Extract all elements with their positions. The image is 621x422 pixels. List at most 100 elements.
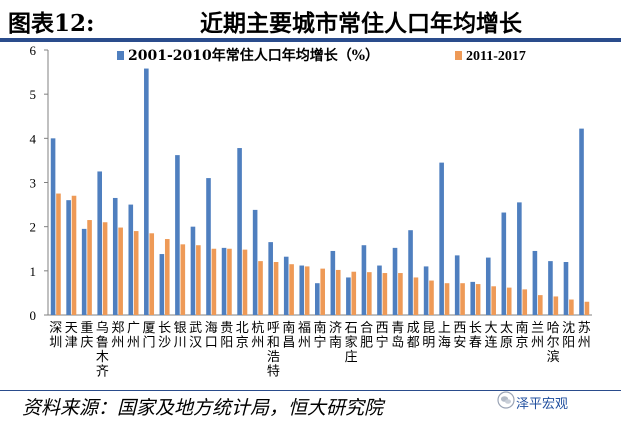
bar-2011-2017 [289,264,294,315]
legend-swatch-2011-2017 [455,51,462,60]
y-tick-label: 6 [30,43,37,58]
bar-2011-2017 [211,248,217,315]
y-tick-label: 0 [30,308,37,323]
bar-2011-2017 [475,284,481,315]
x-tick-label: 乌鲁木齐 [96,320,109,380]
bar-2001-2010 [50,138,56,315]
bar-2011-2017 [522,289,528,315]
bar-2001-2010 [66,200,71,315]
bar-2011-2017 [444,283,450,315]
bar-2011-2017 [335,269,341,315]
x-tick-label: 南昌 [282,320,295,351]
bar-2011-2017 [398,273,403,315]
x-tick-label: 苏州 [578,320,591,351]
bar-2001-2010 [377,265,382,315]
x-tick-label: 长春 [469,321,482,351]
bar-2011-2017 [553,296,559,315]
bar-2001-2010 [485,257,491,315]
bar-2011-2017 [569,299,574,315]
bar-2001-2010 [252,209,258,315]
bar-2011-2017 [429,280,434,315]
bar-2011-2017 [491,286,496,315]
x-tick-label: 重庆 [80,320,93,351]
bar-2001-2010 [392,247,398,315]
bar-2011-2017 [258,261,263,315]
watermark-text: 泽平宏观 [516,397,569,412]
bar-2001-2010 [299,265,305,315]
x-tick-label: 西宁 [376,321,389,351]
x-tick-label: 广州 [127,321,140,351]
bar-2011-2017 [118,227,123,315]
figure-label: 图表12: [8,10,95,37]
x-tick-label: 哈尔滨 [547,321,560,365]
x-tick-label: 青岛 [391,321,404,351]
bar-2011-2017 [584,301,590,315]
bar-2011-2017 [133,231,139,315]
y-tick-label: 3 [30,176,37,191]
figure-header: 图表12: 近期主要城市常住人口年均增长 [0,0,621,38]
x-tick-label: 海口 [205,321,218,351]
x-tick-label: 南宁 [313,320,326,351]
bar-2001-2010 [159,254,165,315]
bar-2001-2010 [237,148,242,315]
bar-2011-2017 [304,266,310,315]
bar-2011-2017 [164,239,170,315]
bar-2001-2010 [97,171,102,315]
x-tick-label: 兰州 [531,321,544,351]
bar-2011-2017 [367,272,372,315]
y-tick-label: 5 [30,87,37,102]
x-tick-label: 呼和浩特 [267,321,280,380]
bar-2001-2010 [408,230,413,315]
bar-2011-2017 [196,245,201,315]
y-tick-label: 2 [30,220,37,235]
bar-2011-2017 [227,248,232,315]
bar-2011-2017 [273,262,279,315]
bar-2011-2017 [149,233,155,315]
x-tick-label: 福州 [298,321,311,351]
bar-2001-2010 [221,247,227,315]
legend-label-2001-2010: 2001-2010年常住人口年均增长（%） [128,47,379,64]
x-tick-label: 贵阳 [220,321,233,351]
x-tick-label: 济南 [329,321,342,351]
bar-2011-2017 [320,268,325,315]
bar-2001-2010 [330,250,336,315]
bar-2001-2010 [423,266,429,315]
x-tick-label: 深圳 [49,321,62,351]
legend-swatch-2001-2010 [117,51,124,60]
bar-2001-2010 [206,178,211,315]
x-tick-label: 上海 [438,321,451,351]
legend-label-2011-2017: 2011-2017 [466,49,526,64]
bar-2011-2017 [87,220,92,315]
header-rule [0,38,621,42]
bar-2011-2017 [102,222,108,315]
x-tick-label: 沈阳 [562,321,575,351]
bar-2001-2010 [112,197,118,315]
bar-2001-2010 [579,128,584,315]
x-tick-label: 合肥 [360,321,373,351]
bar-2011-2017 [242,249,248,315]
wechat-icon [497,391,515,409]
bar-2001-2010 [128,204,134,315]
bar-2001-2010 [268,242,273,315]
bar-2001-2010 [470,281,476,315]
x-tick-label: 石家庄 [345,321,358,365]
bar-2001-2010 [361,245,367,315]
x-tick-label: 武汉 [189,321,202,351]
bar-2011-2017 [351,271,357,315]
x-tick-label: 郑州 [111,321,124,351]
x-tick-label: 西安 [453,321,466,351]
x-tick-label: 银川 [174,321,187,351]
x-tick-label: 太原 [500,321,513,351]
x-tick-label: 杭州 [251,321,264,351]
bar-2001-2010 [346,277,351,315]
bar-2001-2010 [190,226,196,315]
bar-2011-2017 [56,193,61,315]
bar-2011-2017 [538,295,543,315]
bar-2001-2010 [501,212,507,315]
x-tick-label: 北京 [236,321,249,351]
bar-2001-2010 [283,256,289,315]
y-tick-label: 4 [30,131,37,146]
figure-title: 近期主要城市常住人口年均增长 [200,10,522,37]
source-note: 资料来源：国家及地方统计局，恒大研究院 [22,397,384,419]
x-tick-label: 天津 [65,321,78,351]
